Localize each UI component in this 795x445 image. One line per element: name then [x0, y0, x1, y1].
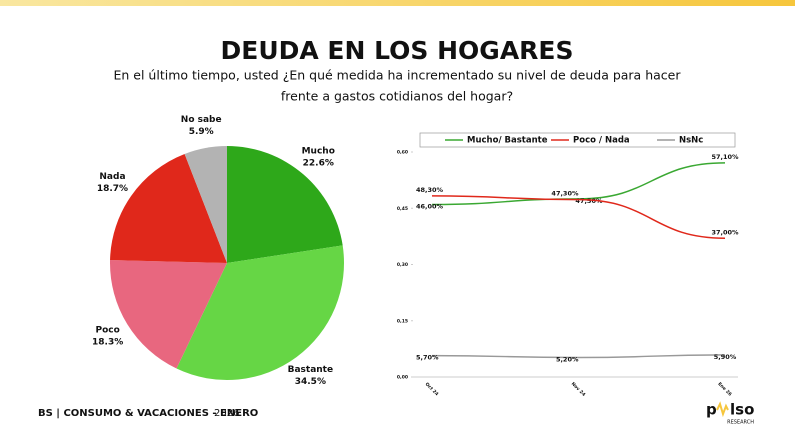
- title: DEUDA EN LOS HOGARES: [220, 36, 573, 65]
- legend-label: Mucho/ Bastante: [467, 136, 548, 146]
- slice-value: 18.7%: [97, 184, 128, 194]
- legend-label: Poco / Nada: [573, 136, 630, 146]
- slice-label: Nada: [99, 172, 125, 182]
- data-label: 46,00%: [416, 203, 444, 211]
- slice-value: 18.3%: [92, 338, 123, 348]
- logo-tagline: RESEARCH: [727, 420, 754, 426]
- y-tick-label: 0,30: [397, 262, 408, 268]
- slice-value: 34.5%: [295, 377, 326, 387]
- logo: lso: [730, 401, 754, 419]
- pie-slice: [227, 146, 343, 263]
- data-label: 47,50%: [575, 197, 603, 205]
- slice-value: 5.9%: [189, 127, 214, 137]
- y-tick-label: 0,15: [397, 318, 408, 324]
- slice-label: No sabe: [181, 115, 222, 125]
- data-label: 48,30%: [416, 186, 444, 194]
- footer-year: 2026: [214, 408, 239, 419]
- series-line: [431, 195, 726, 239]
- slice-value: 22.6%: [303, 158, 334, 168]
- legend-box: [419, 132, 736, 148]
- data-label: 37,00%: [711, 228, 739, 236]
- legend-label: NsNc: [679, 136, 703, 146]
- series-line: [431, 162, 726, 206]
- y-tick-label: 0,45: [397, 206, 408, 212]
- series-line: [431, 354, 726, 359]
- pie-slice: [110, 153, 227, 263]
- top-bar: [0, 0, 795, 6]
- subtitle: En el último tiempo, usted ¿En qué medid…: [114, 68, 682, 83]
- data-label: 5,90%: [714, 353, 737, 361]
- data-label: 57,10%: [711, 153, 739, 161]
- y-tick-label: 0,60: [397, 150, 408, 156]
- pie-slice: [110, 260, 227, 369]
- logo: p: [706, 401, 717, 419]
- data-label: 47,30%: [551, 190, 579, 198]
- x-tick-label: Ene 26: [716, 381, 732, 397]
- subtitle: frente a gastos cotidianos del hogar?: [281, 89, 513, 104]
- x-tick-label: Oct 24: [424, 381, 440, 397]
- data-label: 5,70%: [416, 354, 439, 362]
- logo-wave: [716, 401, 729, 418]
- pie-slice: [176, 245, 344, 381]
- data-label: 5,20%: [556, 356, 579, 364]
- slice-label: Poco: [95, 326, 119, 336]
- y-tick-label: 0,00: [397, 375, 408, 381]
- footer: BS | CONSUMO & VACACIONES - ENERO: [38, 408, 258, 419]
- slice-label: Bastante: [288, 365, 333, 375]
- slice-label: Mucho: [302, 146, 335, 156]
- x-tick-label: Nov 24: [570, 381, 587, 398]
- pie-slice: [184, 146, 227, 263]
